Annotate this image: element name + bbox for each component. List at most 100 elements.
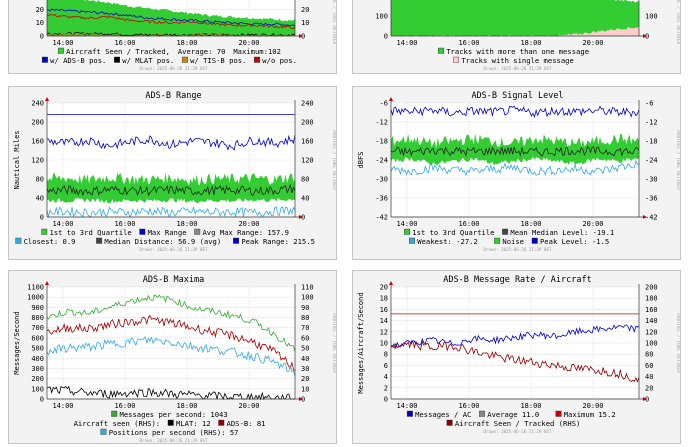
x-axis-arrow [299, 34, 303, 38]
legend-swatch [96, 237, 103, 244]
legend-swatch [531, 237, 538, 244]
legend-label: w/ TIS-B pos. [190, 56, 246, 65]
y-tick-label: 240 [31, 100, 44, 108]
y-axis-arrow [389, 281, 393, 285]
y-tick-label: -30 [375, 176, 388, 184]
legend-label: Maximum:102 [233, 47, 281, 56]
drawn-timestamp: Drawn: 2025-06-26 21:29 BST [139, 66, 208, 71]
legend-swatch [404, 228, 410, 235]
y-axis-label: Nautical Miles [13, 130, 21, 189]
series-line-3 [390, 105, 640, 118]
y2-tick-label: 0 [645, 396, 649, 404]
series-line-1 [390, 145, 640, 157]
legend-swatch [438, 47, 444, 54]
rrdtool-watermark: RRDTOOL / TOBI OETIKER [331, 130, 337, 190]
y2-tick-label: 20 [301, 375, 309, 383]
y-tick-label: 200 [31, 375, 44, 383]
legend-label: Aircraft Seen / Tracked, [66, 47, 170, 56]
x-tick-label: 20:00 [238, 220, 259, 228]
y2-tick-label: -18 [645, 138, 658, 146]
y2-tick-label: 200 [645, 284, 658, 292]
legend-swatch [114, 56, 121, 63]
y-tick-label: -24 [375, 157, 388, 165]
x-tick-label: 20:00 [238, 39, 259, 47]
series-line-3 [46, 336, 296, 377]
y-tick-label: 10 [380, 340, 388, 348]
legend-swatch [41, 56, 48, 63]
y-tick-label: 20 [380, 284, 388, 292]
panel-aircraft-seen: 30 30 20 20 10 10 0 0 14:00 16:00 18:00 20:00 RRDTOO… [8, 0, 337, 74]
y2-tick-label: 0 [301, 396, 305, 404]
legend-label: Positions per second (RHS): 57 [109, 428, 239, 437]
y2-tick-label: 120 [301, 157, 314, 165]
y2-tick-label: 10 [301, 19, 309, 27]
rrdtool-watermark: RRDTOOL / TOBI OETIKER [331, 0, 337, 45]
y-tick-label: -12 [375, 119, 388, 127]
y-tick-label: 100 [31, 385, 44, 393]
legend-label: 1st to 3rd Quartile [412, 228, 494, 237]
y2-tick-label: 40 [645, 373, 653, 381]
y-tick-label: -6 [380, 100, 388, 108]
drawn-timestamp: Drawn: 2025-06-26 21:29 BST [483, 66, 552, 71]
series-area-0 [391, 0, 639, 36]
y-tick-label: 1100 [27, 284, 44, 292]
y2-tick-label: 180 [645, 295, 658, 303]
x-tick-label: 18:00 [176, 39, 197, 47]
x-axis-arrow [643, 397, 647, 401]
y-tick-label: 0 [40, 396, 44, 404]
x-axis-arrow [643, 34, 647, 38]
y2-tick-label: 80 [645, 351, 653, 359]
y2-tick-label: -36 [645, 195, 658, 203]
legend-label: Max Range [148, 228, 187, 237]
x-axis-arrow [299, 215, 303, 219]
y-tick-label: 500 [31, 345, 44, 353]
legend-label: Messages per second: 1043 [120, 410, 228, 419]
y-tick-label: 20 [36, 6, 44, 14]
drawn-timestamp: Drawn: 2025-06-26 21:29 BST [139, 438, 208, 443]
x-tick-label: 16:00 [458, 39, 479, 47]
chart-aircraft-seen: 30 30 20 20 10 10 0 0 14:00 16:00 18:00 20:00 RRDTOO… [36, 0, 337, 71]
y2-tick-label: 120 [645, 328, 658, 336]
legend-swatch [502, 228, 509, 235]
legend-label: Closest: 0.9 [24, 237, 76, 246]
y-tick-label: 40 [36, 195, 44, 203]
series-line-1 [390, 340, 640, 383]
y2-tick-label: 140 [645, 317, 658, 325]
legend-label: Maximum 15.2 [564, 410, 616, 419]
y2-tick-label: 200 [301, 119, 314, 127]
legend-label: Median Distance: 56.9 (avg) [104, 237, 221, 246]
y-tick-label: 6 [384, 362, 388, 370]
y-tick-label: 8 [384, 351, 388, 359]
x-axis-arrow [299, 397, 303, 401]
legend-swatch [446, 419, 453, 426]
y-tick-label: 14 [380, 317, 388, 325]
legend-label: Aircraft seen (RHS): [74, 419, 161, 428]
y-tick-label: 600 [31, 334, 44, 342]
series-line-1 [46, 8, 296, 27]
series-area-0 [47, 0, 295, 36]
y2-tick-label: 100 [301, 294, 314, 302]
x-tick-label: 16:00 [114, 39, 135, 47]
y2-tick-label: -30 [645, 176, 658, 184]
x-tick-label: 14:00 [52, 39, 73, 47]
legend-label: Messages / AC [415, 410, 471, 419]
y-tick-label: 18 [380, 295, 388, 303]
legend-swatch [15, 237, 22, 244]
drawn-timestamp: Drawn: 2025-06-26 21:29 BST [483, 429, 552, 434]
series-line-2 [46, 314, 296, 372]
y2-tick-label: 30 [301, 0, 309, 1]
x-tick-label: 20:00 [582, 402, 603, 410]
legend-label: Average: 70 [178, 47, 226, 56]
x-tick-label: 14:00 [52, 402, 73, 410]
series-band-0 [47, 172, 295, 204]
legend-label: Peak Level: -1.5 [540, 237, 609, 246]
x-tick-label: 16:00 [114, 220, 135, 228]
y-tick-label: 0 [40, 214, 44, 222]
legend-label: Mean Median Level: -19.1 [510, 228, 614, 237]
y2-tick-label: 20 [645, 384, 653, 392]
y-axis-label: Messages/Second [13, 311, 21, 374]
legend-swatch [218, 419, 225, 426]
y-tick-label: -42 [375, 214, 388, 222]
legend-label: ADS-B: 81 [227, 419, 266, 428]
y2-tick-label: 110 [301, 284, 314, 292]
